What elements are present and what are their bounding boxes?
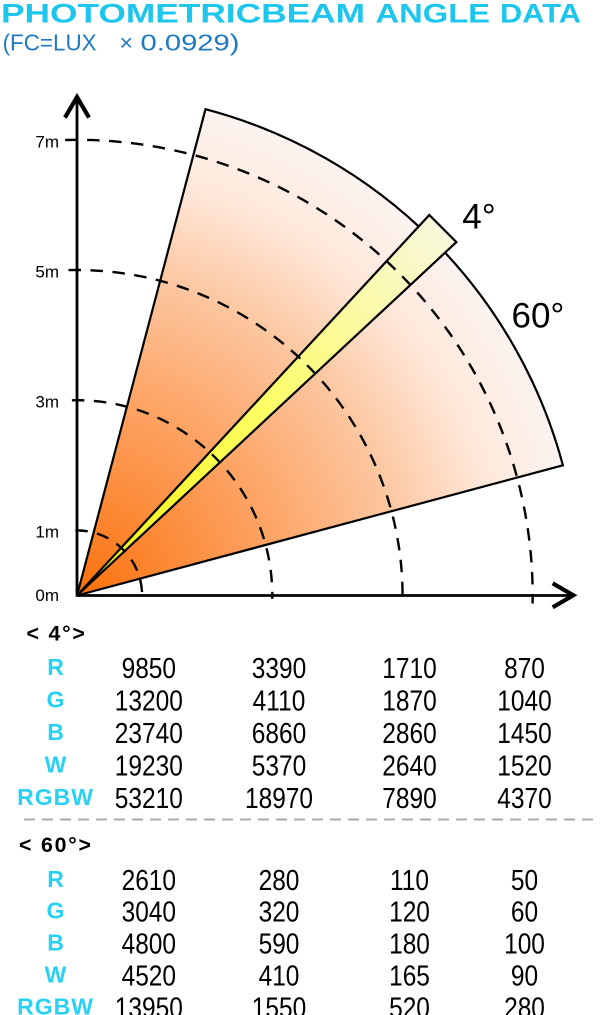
svg-text:4800: 4800 — [122, 928, 176, 960]
svg-text:2860: 2860 — [382, 717, 436, 749]
svg-text:4370: 4370 — [497, 782, 551, 814]
svg-text:(FC=LUX: (FC=LUX — [3, 30, 97, 56]
svg-text:13950: 13950 — [115, 991, 183, 1015]
svg-text:1710: 1710 — [382, 652, 436, 684]
svg-text:4110: 4110 — [253, 685, 306, 717]
svg-text:590: 590 — [259, 928, 300, 960]
svg-text:2610: 2610 — [122, 864, 176, 896]
svg-text:×: × — [120, 30, 133, 56]
svg-text:R: R — [47, 654, 64, 680]
svg-text:W: W — [45, 961, 67, 987]
svg-text:280: 280 — [259, 864, 300, 896]
svg-text:90: 90 — [511, 960, 538, 992]
svg-text:G: G — [47, 687, 65, 713]
svg-text:4°: 4° — [462, 198, 495, 237]
svg-text:< 60°>: < 60°> — [19, 833, 93, 857]
svg-text:1520: 1520 — [497, 750, 551, 782]
svg-text:3040: 3040 — [122, 896, 176, 928]
svg-text:1450: 1450 — [497, 717, 551, 749]
svg-text:520: 520 — [389, 991, 430, 1015]
svg-text:0.0929): 0.0929) — [141, 30, 240, 56]
svg-text:60: 60 — [511, 896, 538, 928]
svg-text:1550: 1550 — [252, 991, 306, 1015]
svg-text:PHOTOMETRICBEAM: PHOTOMETRICBEAM — [1, 0, 365, 29]
svg-text:5370: 5370 — [252, 750, 306, 782]
svg-text:7m: 7m — [35, 132, 59, 151]
svg-text:G: G — [47, 898, 65, 924]
svg-text:1040: 1040 — [497, 685, 551, 717]
svg-text:RGBW: RGBW — [17, 993, 94, 1015]
svg-text:320: 320 — [259, 896, 300, 928]
svg-text:180: 180 — [389, 928, 430, 960]
svg-text:410: 410 — [259, 960, 300, 992]
svg-text:DATA: DATA — [500, 0, 581, 29]
svg-text:W: W — [45, 752, 67, 778]
svg-text:ANGLE: ANGLE — [376, 0, 491, 29]
svg-text:R: R — [47, 866, 64, 892]
svg-text:280: 280 — [504, 991, 545, 1015]
svg-text:RGBW: RGBW — [17, 784, 94, 810]
svg-text:18970: 18970 — [245, 782, 313, 814]
svg-text:53210: 53210 — [115, 782, 183, 814]
svg-text:9850: 9850 — [122, 652, 176, 684]
svg-text:50: 50 — [511, 864, 538, 896]
svg-text:60°: 60° — [512, 297, 565, 336]
svg-text:19230: 19230 — [115, 750, 183, 782]
svg-text:7890: 7890 — [382, 782, 436, 814]
svg-text:3390: 3390 — [252, 652, 306, 684]
svg-text:2640: 2640 — [382, 750, 436, 782]
svg-text:100: 100 — [504, 928, 545, 960]
svg-text:3m: 3m — [35, 393, 59, 412]
svg-text:165: 165 — [389, 960, 430, 992]
svg-text:120: 120 — [389, 896, 430, 928]
svg-text:0m: 0m — [35, 586, 59, 605]
svg-text:1m: 1m — [35, 523, 59, 542]
svg-text:6860: 6860 — [252, 717, 306, 749]
svg-text:4520: 4520 — [122, 960, 176, 992]
svg-text:1870: 1870 — [382, 685, 436, 717]
svg-text:< 4°>: < 4°> — [27, 621, 87, 645]
svg-text:B: B — [47, 719, 64, 745]
svg-text:13200: 13200 — [115, 685, 183, 717]
svg-text:870: 870 — [504, 652, 545, 684]
svg-text:B: B — [47, 930, 64, 956]
svg-text:110: 110 — [390, 864, 429, 896]
svg-text:23740: 23740 — [115, 717, 183, 749]
svg-text:5m: 5m — [35, 263, 59, 282]
